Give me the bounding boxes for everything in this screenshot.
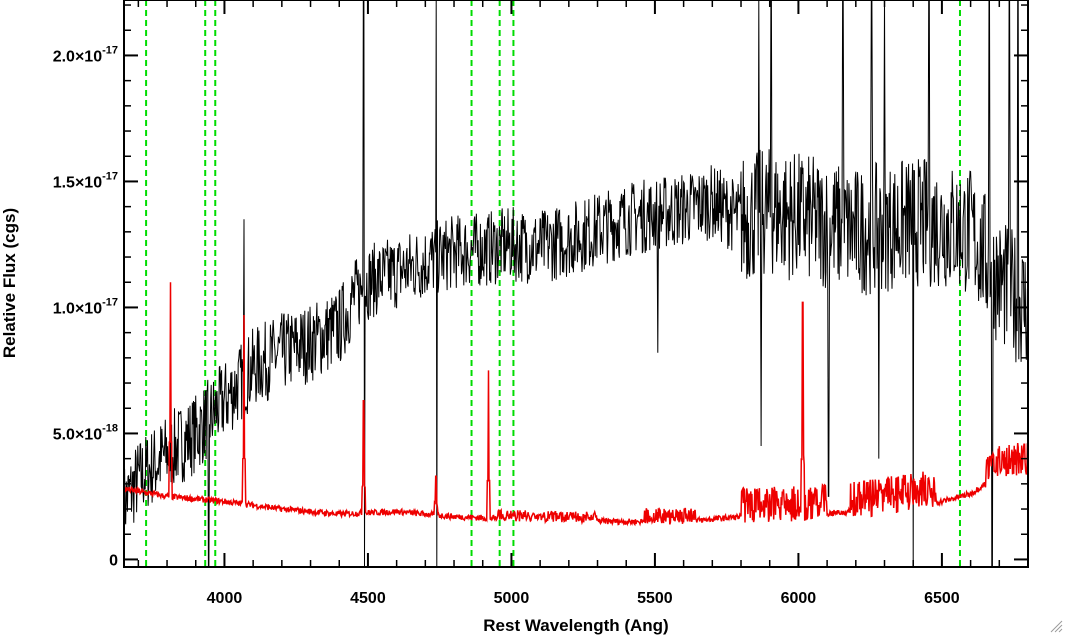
y-tick-label: 5.0×10-18 (53, 422, 118, 443)
axis-ticks (124, 0, 1029, 567)
x-tick-label: 5500 (637, 590, 673, 607)
y-tick-label: 1.0×10-17 (53, 296, 118, 317)
y-tick-label: 2.0×10-17 (53, 44, 118, 65)
x-tick-labels: 4000 4500 5000 5500 6000 6500 (207, 590, 960, 607)
x-tick-label: 5000 (494, 590, 530, 607)
reference-lines (145, 0, 961, 567)
x-tick-label: 4500 (350, 590, 386, 607)
y-tick-label: 1.5×10-17 (53, 170, 118, 191)
y-axis-title: Relative Flux (cgs) (0, 208, 19, 358)
y-tick-labels: 0 5.0×10-18 1.0×10-17 1.5×10-17 2.0×10-17 (53, 44, 118, 569)
observed-spectrum-line (123, 0, 1029, 568)
series-layer (123, 0, 1029, 568)
x-tick-label: 6500 (924, 590, 960, 607)
resize-grip[interactable] (1049, 619, 1063, 633)
y-tick-label: 0 (109, 552, 118, 569)
x-tick-label: 4000 (207, 590, 243, 607)
plot-frame (123, 0, 1029, 568)
model-spectrum-line (123, 282, 1029, 527)
x-axis-title: Rest Wavelength (Ang) (483, 616, 668, 635)
x-tick-label: 6000 (781, 590, 817, 607)
